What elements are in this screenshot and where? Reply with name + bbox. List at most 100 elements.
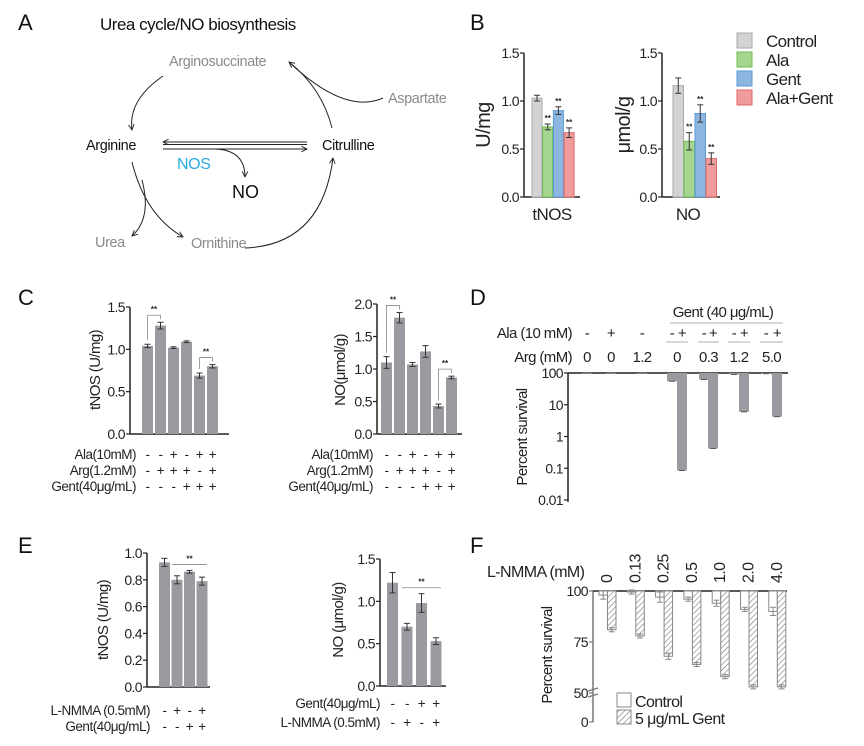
arg-value: 5.0 — [762, 349, 781, 366]
bar — [635, 590, 645, 637]
legend-label: Ala+Gent — [766, 89, 833, 108]
bar — [401, 626, 413, 686]
chart-b-no: 0.0 0.5 1.0 1.5 μmol/g NO ** ** ** — [613, 45, 720, 224]
significance-marker: ** — [555, 97, 562, 106]
condition-sign: + — [403, 715, 411, 730]
condition-sign: - — [198, 463, 202, 478]
ala-sign: - — [732, 325, 737, 342]
y-tick-label: 75 — [574, 634, 589, 650]
significance-marker: ** — [708, 143, 715, 152]
condition-sign: - — [385, 463, 389, 478]
node-nos-enzyme: NOS — [177, 156, 210, 173]
y-tick-label: 0.5 — [639, 141, 657, 157]
condition-sign: - — [163, 703, 167, 718]
significance-marker: ** — [151, 305, 158, 314]
bar — [168, 347, 179, 434]
y-tick-label: 0.8 — [124, 572, 142, 588]
significance-marker: ** — [697, 95, 704, 104]
y-tick-label: 50 — [574, 685, 589, 701]
legend-swatch — [616, 709, 632, 725]
y-tick-label: 1.5 — [357, 551, 375, 567]
y-tick-label: 0 — [581, 714, 589, 730]
bar — [446, 377, 457, 434]
y-axis-label: tNOS (U/mg) — [87, 329, 104, 410]
legend-swatch — [616, 692, 632, 708]
bar — [748, 590, 758, 688]
condition-sign: - — [405, 696, 409, 711]
y-tick-label: 100 — [541, 365, 563, 381]
y-tick-label: 0.0 — [501, 189, 519, 205]
condition-sign: + — [170, 463, 178, 478]
y-tick-label: 0.5 — [107, 384, 125, 400]
x-axis-label: NO — [676, 205, 701, 224]
panel-label-d: D — [470, 285, 486, 310]
condition-sign: + — [183, 463, 191, 478]
condition-sign: + — [422, 479, 430, 494]
significance-marker: ** — [545, 114, 552, 123]
arrow-arginine-ornithine — [131, 161, 183, 237]
condition-sign: + — [432, 715, 440, 730]
y-tick-label: 1.5 — [354, 329, 372, 345]
arg-value: 0 — [673, 349, 681, 366]
condition-label: Gent(40μg/mL) — [65, 719, 150, 734]
arrow-nos-no — [214, 148, 245, 177]
condition-sign: - — [159, 447, 163, 462]
ala-sign: - — [670, 325, 675, 342]
gent-header: Gent (40 μg/mL) — [673, 304, 774, 321]
bar — [381, 362, 392, 434]
ala-sign: + — [607, 325, 616, 342]
bar — [394, 317, 405, 434]
panel-label-a: A — [18, 10, 33, 35]
legend-label: Control — [766, 32, 817, 51]
condition-sign: - — [398, 447, 402, 462]
panel-label-c: C — [18, 285, 34, 310]
condition-sign: - — [163, 719, 167, 734]
bar — [691, 590, 702, 665]
y-tick-label: 0.6 — [124, 599, 142, 615]
arg-value: 0.3 — [699, 349, 718, 366]
panel-label-f: F — [470, 533, 483, 558]
significance-marker: ** — [203, 348, 210, 357]
y-axis-label: tNOS (U/mg) — [95, 579, 112, 660]
condition-sign: + — [183, 479, 191, 494]
category-label: 0 — [599, 574, 616, 583]
condition-sign: + — [448, 479, 456, 494]
bar — [207, 366, 218, 434]
bar — [663, 590, 674, 657]
bar — [720, 590, 730, 678]
significance-bracket — [386, 305, 400, 353]
ala-sign: - — [702, 325, 707, 342]
condition-sign: + — [198, 719, 206, 734]
condition-sign: + — [422, 463, 430, 478]
arrow-arginine-urea — [132, 179, 146, 236]
bar — [694, 112, 706, 198]
condition-label: Gent(40μg/mL) — [295, 696, 380, 711]
node-urea: Urea — [95, 235, 126, 251]
y-tick-label: 0.1 — [545, 460, 563, 476]
condition-sign: - — [385, 479, 389, 494]
node-citrulline: Citrulline — [322, 138, 375, 154]
legend-label: Control — [635, 694, 682, 711]
condition-sign: + — [196, 479, 204, 494]
condition-sign: - — [437, 463, 441, 478]
condition-sign: + — [435, 479, 443, 494]
significance-marker: ** — [442, 359, 449, 368]
condition-sign: + — [418, 696, 426, 711]
bar — [667, 373, 677, 382]
y-axis-label: NO(μmol/g) — [332, 333, 349, 405]
arg-value: 1.2 — [632, 349, 651, 366]
bar — [607, 590, 617, 631]
y-axis-label: μmol/g — [613, 97, 635, 154]
y-tick-label: 1.0 — [357, 593, 375, 609]
condition-sign: + — [432, 696, 440, 711]
legend-swatch — [736, 51, 753, 68]
chart-b-tnos: 0.00.51.01.5U/mgtNOS******ControlAlaGent… — [473, 32, 834, 224]
y-tick-label: 100 — [566, 583, 588, 599]
condition-sign: + — [435, 447, 443, 462]
y-tick-label: 0.0 — [124, 679, 142, 695]
condition-sign: + — [409, 447, 417, 462]
arg-row-label: Arg (mM) — [514, 349, 572, 366]
y-axis-label: Percent survival — [514, 388, 531, 485]
chart-d: 100 10 1 0.1 0.01 Percent survival Gent (40 μg… — [497, 304, 788, 508]
